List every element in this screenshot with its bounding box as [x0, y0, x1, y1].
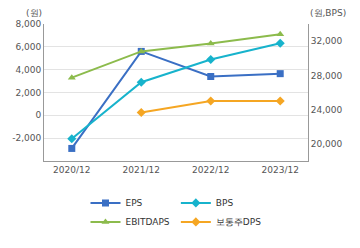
svg-text:20,000: 20,000	[311, 139, 343, 149]
svg-text:2020/12: 2020/12	[53, 165, 90, 175]
svg-text:EBITDAPS: EBITDAPS	[126, 217, 170, 227]
svg-text:보통주DPS: 보통주DPS	[216, 217, 261, 227]
svg-text:32,000: 32,000	[311, 36, 343, 46]
svg-text:-2,000: -2,000	[12, 133, 41, 143]
svg-text:28,000: 28,000	[311, 71, 343, 81]
svg-text:(원,BPS): (원,BPS)	[310, 8, 346, 18]
svg-text:2,000: 2,000	[15, 88, 41, 98]
svg-text:4,000: 4,000	[15, 65, 41, 75]
svg-text:2022/12: 2022/12	[192, 165, 229, 175]
svg-text:EPS: EPS	[126, 198, 143, 208]
svg-text:BPS: BPS	[216, 198, 234, 208]
svg-text:2023/12: 2023/12	[262, 165, 299, 175]
svg-text:2021/12: 2021/12	[123, 165, 160, 175]
svg-text:24,000: 24,000	[311, 105, 343, 115]
svg-text:6,000: 6,000	[15, 42, 41, 52]
svg-text:(원): (원)	[26, 8, 42, 18]
svg-text:0: 0	[35, 110, 41, 120]
svg-text:8,000: 8,000	[15, 19, 41, 29]
